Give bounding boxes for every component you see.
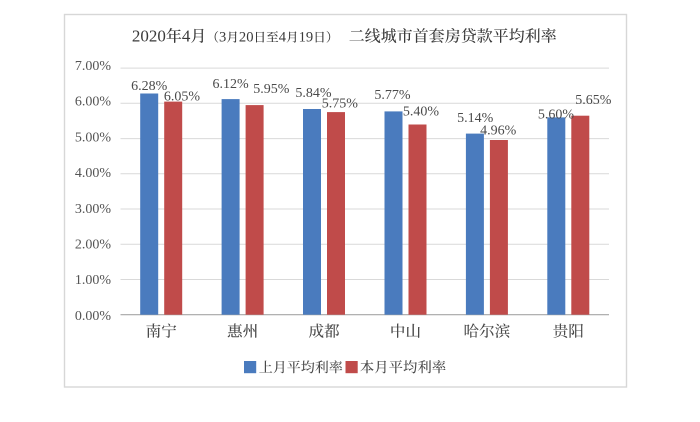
svg-text:3.00%: 3.00% (75, 202, 112, 217)
svg-text:4: 4 (182, 27, 191, 46)
svg-text:0.00%: 0.00% (75, 309, 112, 324)
svg-text:3: 3 (219, 30, 226, 46)
svg-text:5.40%: 5.40% (403, 104, 440, 119)
svg-text:2.00%: 2.00% (75, 238, 112, 253)
svg-text:2020: 2020 (132, 27, 166, 46)
svg-text:5.14%: 5.14% (457, 111, 494, 126)
svg-text:19: 19 (299, 30, 314, 46)
svg-text:4.96%: 4.96% (480, 123, 517, 138)
svg-text:4: 4 (279, 30, 287, 46)
svg-text:5.95%: 5.95% (253, 82, 290, 97)
svg-text:6.05%: 6.05% (164, 90, 201, 105)
svg-text:6.28%: 6.28% (131, 79, 168, 94)
svg-text:6.12%: 6.12% (213, 77, 250, 92)
svg-text:6.00%: 6.00% (75, 95, 112, 110)
svg-text:4.00%: 4.00% (75, 166, 112, 181)
svg-text:5.00%: 5.00% (75, 130, 112, 145)
svg-text:5.60%: 5.60% (538, 108, 575, 123)
svg-text:1.00%: 1.00% (75, 273, 112, 288)
svg-text:5.75%: 5.75% (322, 97, 359, 112)
svg-text:7.00%: 7.00% (75, 59, 112, 74)
svg-text:5.84%: 5.84% (295, 86, 332, 101)
svg-text:5.77%: 5.77% (374, 88, 411, 103)
svg-text:5.65%: 5.65% (575, 93, 612, 108)
svg-text:20: 20 (239, 30, 254, 46)
